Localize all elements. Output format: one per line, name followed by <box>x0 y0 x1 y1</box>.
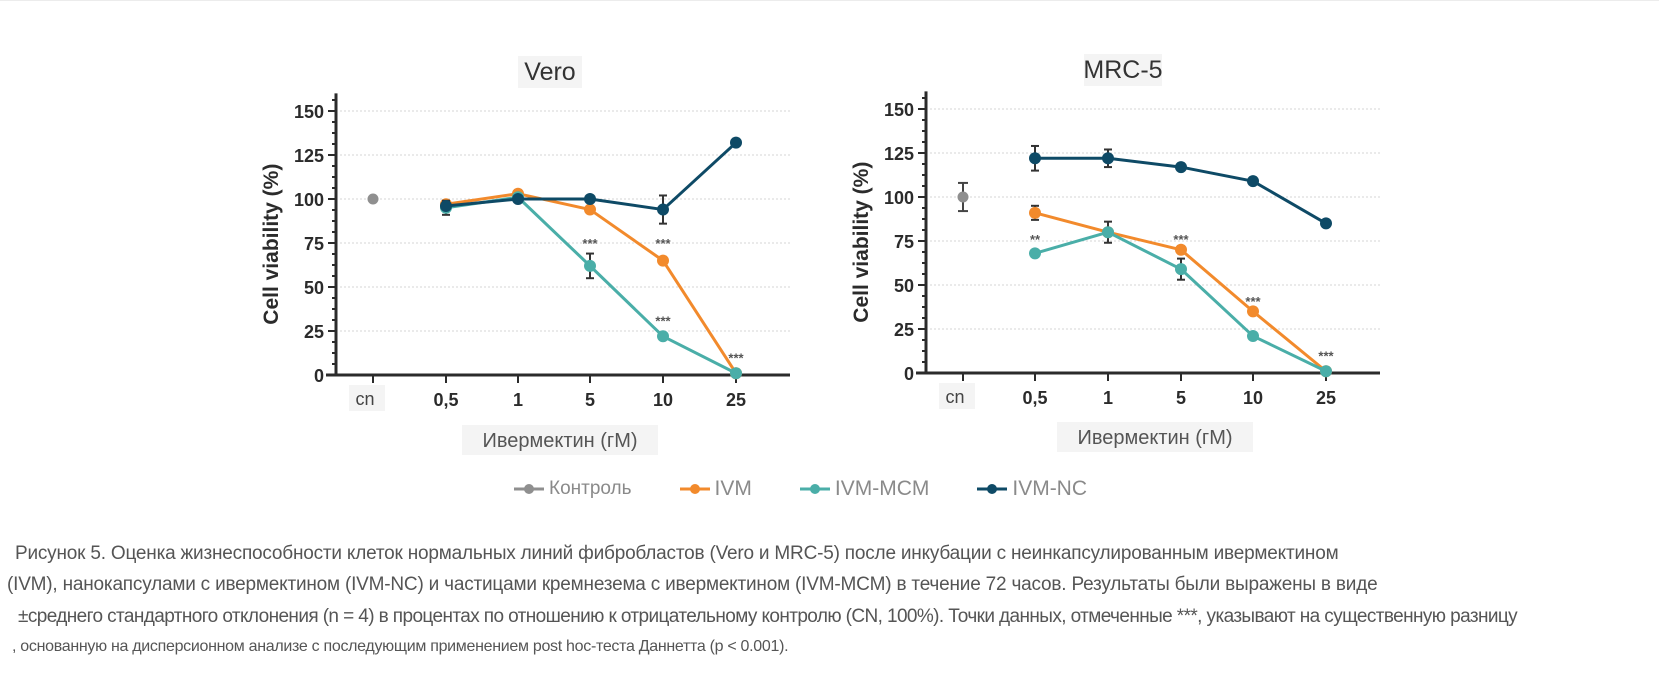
legend-item-ivm-nc: IVM-NC <box>975 477 1087 501</box>
control-point <box>957 191 969 203</box>
data-point-ivm-nc <box>1029 152 1041 165</box>
data-point-ivm <box>584 203 596 216</box>
data-point-ivm-mcm <box>1320 365 1332 378</box>
data-point-ivm-mcm <box>657 330 669 343</box>
x-tick-label: 1 <box>513 390 523 410</box>
legend-label-ivm-nc: IVM-NC <box>1012 477 1088 500</box>
caption-line-3: ±среднего стандартного отклонения (n = 4… <box>18 606 1518 627</box>
legend-marker-control-icon <box>514 484 544 494</box>
y-tick-label: 125 <box>294 146 324 166</box>
legend-item-ivm: IVM <box>678 477 752 501</box>
y-tick-label: 50 <box>304 278 324 298</box>
data-point-ivm <box>657 254 669 267</box>
y-tick-label: 50 <box>894 276 914 296</box>
y-tick-label: 150 <box>294 102 324 122</box>
significance-marker: *** <box>728 350 744 365</box>
legend-label-ivm: IVM <box>714 477 752 500</box>
chart-1: MRC-5 0 25 50 75 100 125 150 cn 0,5 1 5 10 25 Cell via… <box>850 54 1380 452</box>
y-tick-label: 25 <box>894 320 914 340</box>
x-axis-label: Ивермектин (гМ) <box>1077 427 1232 449</box>
y-axis-label: Cell viability (%) <box>260 164 283 325</box>
chart-title-bg <box>518 56 582 88</box>
data-point-ivm-nc <box>1102 152 1114 165</box>
significance-marker: *** <box>1318 348 1334 363</box>
legend-marker-ivm-mcm-icon <box>799 484 830 494</box>
x-tick-label: cn <box>945 387 964 407</box>
x-tick-label: 5 <box>1176 388 1186 408</box>
data-point-ivm-nc <box>730 136 742 149</box>
chart-title: Vero <box>524 58 575 86</box>
data-point-ivm-nc <box>440 200 452 213</box>
x-tick-label: 1 <box>1103 388 1113 408</box>
significance-marker: *** <box>1245 294 1261 309</box>
y-tick-label: 150 <box>884 100 914 120</box>
chart-title-bg <box>1084 54 1162 86</box>
chart-0: Vero 0 25 50 75 100 125 150 cn 0,5 1 5 10 25 Cell viab… <box>260 56 790 455</box>
data-point-ivm-mcm <box>1175 263 1187 276</box>
x-tick-label: 10 <box>1243 388 1263 408</box>
legend-item-control: Контроль <box>512 478 632 500</box>
caption-line-1: Рисунок 5. Оценка жизнеспособности клето… <box>15 543 1339 564</box>
legend-marker-ivm-nc-icon <box>977 484 1008 494</box>
data-point-ivm-nc <box>1320 217 1332 230</box>
x-axis-label-bg <box>1057 422 1253 452</box>
data-point-ivm-nc <box>657 203 669 216</box>
x-axis-label: Ивермектин (гМ) <box>482 430 637 452</box>
series-line-ivm <box>445 192 738 375</box>
x-tick-label: 0,5 <box>433 390 458 410</box>
data-point-ivm-mcm <box>1102 226 1114 239</box>
y-tick-label: 75 <box>894 232 914 252</box>
y-axis-label: Cell viability (%) <box>850 162 873 323</box>
legend-item-ivm-mcm: IVM-MCM <box>798 477 929 501</box>
legend: Контроль IVM IVM-MCM IVM-NC <box>512 477 1133 501</box>
caption-line-2: (IVM), нанокапсулами с ивермектином (IVM… <box>7 574 1378 595</box>
data-point-ivm-mcm <box>584 259 596 272</box>
data-point-ivm-nc <box>512 193 524 205</box>
legend-label-ivm-mcm: IVM-MCM <box>834 477 930 500</box>
significance-marker: *** <box>582 236 598 251</box>
series-line-ivm-mcm <box>445 195 737 375</box>
legend-marker-ivm-icon <box>679 484 710 494</box>
y-tick-label: 125 <box>884 144 914 164</box>
data-point-ivm-mcm <box>1029 247 1041 260</box>
x-axis-label-bg <box>462 425 658 455</box>
data-point-ivm <box>1175 243 1187 256</box>
x-tick-label: 0,5 <box>1022 388 1047 408</box>
data-point-ivm <box>1247 305 1259 318</box>
x-tick-label: 10 <box>653 390 673 410</box>
y-tick-label: 0 <box>314 366 324 386</box>
y-tick-label: 100 <box>884 188 914 208</box>
significance-marker: ** <box>1030 232 1041 247</box>
data-point-ivm <box>1029 206 1041 219</box>
data-point-ivm-nc <box>1175 161 1187 174</box>
legend-label-control: Контроль <box>549 478 632 499</box>
top-divider <box>0 0 1659 1</box>
significance-marker: *** <box>655 313 671 328</box>
y-tick-label: 100 <box>294 190 324 210</box>
data-point-ivm-mcm <box>1247 330 1259 343</box>
x-tick-label: cn <box>355 389 374 409</box>
x-tick-label-bg <box>939 383 975 409</box>
y-tick-label: 75 <box>304 234 324 254</box>
data-point-ivm-nc <box>584 193 596 205</box>
x-tick-label-bg <box>349 385 385 411</box>
y-tick-label: 0 <box>904 364 914 384</box>
chart-title: MRC-5 <box>1083 56 1162 84</box>
x-tick-label: 25 <box>1316 388 1336 408</box>
caption-line-4: , основанную на дисперсионном анализе с … <box>12 638 789 655</box>
significance-marker: *** <box>1173 232 1189 247</box>
significance-marker: *** <box>655 236 671 251</box>
data-point-ivm-nc <box>1247 175 1259 188</box>
x-tick-label: 5 <box>585 390 595 410</box>
x-tick-label: 25 <box>726 390 746 410</box>
data-point-ivm-mcm <box>730 367 742 380</box>
y-tick-label: 25 <box>304 322 324 342</box>
control-point <box>367 193 379 205</box>
